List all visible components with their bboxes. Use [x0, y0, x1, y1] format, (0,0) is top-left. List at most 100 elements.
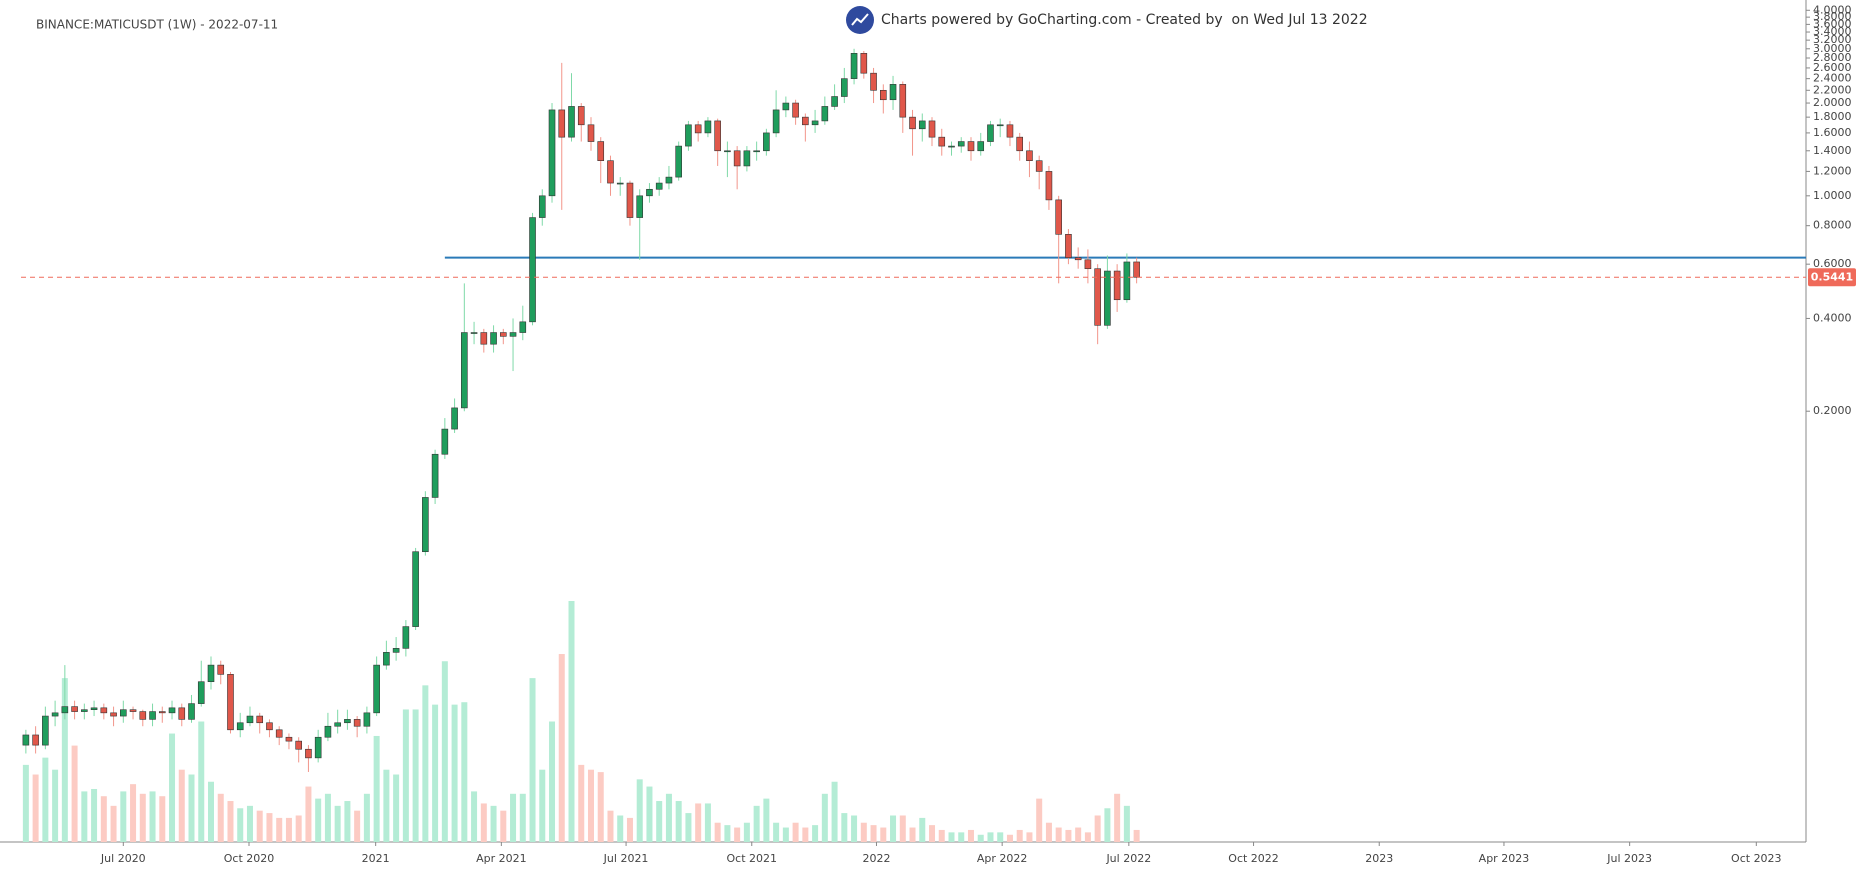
- volume-bar: [558, 654, 565, 842]
- candle-body: [996, 124, 1004, 127]
- volume-bar: [967, 829, 974, 842]
- volume-bar: [91, 788, 98, 842]
- y-tick-label: 0.6000: [1813, 257, 1852, 270]
- volume-bar: [285, 817, 292, 842]
- x-tick-label: 2021: [362, 852, 390, 865]
- volume-bar: [22, 764, 29, 842]
- candle-body: [422, 497, 429, 553]
- candle-body: [217, 664, 225, 675]
- volume-bar: [354, 810, 361, 842]
- volume-bar: [490, 805, 497, 842]
- candle-body: [227, 674, 234, 731]
- candle-body: [1113, 270, 1121, 301]
- y-tick-label: 0.8000: [1813, 219, 1852, 232]
- candle-body: [928, 120, 936, 138]
- candle-body: [1065, 234, 1072, 258]
- volume-bar: [812, 825, 819, 842]
- volume-bar: [890, 815, 897, 842]
- volume-bar: [753, 805, 760, 842]
- volume-bar: [52, 769, 59, 842]
- volume-bar: [266, 813, 273, 842]
- candle-body: [158, 711, 166, 714]
- volume-bar: [773, 822, 780, 842]
- volume-bar: [997, 832, 1004, 842]
- candle-body: [81, 709, 88, 712]
- candle-body: [987, 124, 994, 142]
- candle-body: [782, 102, 790, 111]
- volume-bar: [743, 822, 750, 842]
- candle-body: [1006, 124, 1014, 138]
- last-price-box: [1808, 268, 1856, 287]
- candle-body: [129, 709, 137, 712]
- candle-body: [792, 102, 799, 118]
- volume-bar: [42, 757, 49, 842]
- volume-bar: [500, 810, 507, 842]
- candle-body: [461, 332, 468, 409]
- y-tick-label: 3.2000: [1813, 33, 1852, 46]
- volume-bar: [1036, 798, 1043, 842]
- candle-body: [168, 707, 176, 714]
- volume-bar: [1133, 829, 1140, 842]
- y-tick-label: 1.4000: [1813, 144, 1852, 157]
- last-price-label: 0.5441: [1811, 270, 1853, 283]
- candle-body: [675, 145, 682, 178]
- logo: [846, 6, 874, 34]
- candle-body: [490, 332, 497, 345]
- candle-body: [753, 150, 760, 153]
- volume-bar: [120, 791, 127, 842]
- candle-body: [363, 712, 371, 727]
- volume-bar: [675, 801, 682, 842]
- candle-body: [977, 141, 985, 152]
- candle-body: [724, 150, 731, 153]
- candle-body: [120, 709, 127, 717]
- volume-bar: [587, 769, 594, 842]
- candle-body: [246, 715, 254, 724]
- volume-bar: [831, 781, 838, 842]
- candle-body: [1123, 261, 1131, 301]
- candle-body: [733, 150, 741, 167]
- candle-body: [694, 124, 702, 134]
- volume-bar: [782, 827, 789, 842]
- volume-bar: [130, 784, 137, 842]
- volume-bar: [139, 793, 146, 842]
- volume-bar: [149, 791, 156, 842]
- volume-bar: [1065, 829, 1072, 842]
- volume-bar: [802, 827, 809, 842]
- volume-bar: [305, 786, 312, 842]
- volume-bar: [626, 817, 633, 842]
- volume-bar: [1114, 793, 1121, 842]
- candle-body: [314, 736, 322, 759]
- candle-body: [431, 453, 439, 498]
- candle-body: [1084, 259, 1092, 270]
- candle-body: [256, 715, 264, 724]
- volume-bar: [81, 791, 88, 842]
- candle-body: [821, 106, 829, 122]
- candle-body: [870, 72, 877, 91]
- volume-bar: [471, 791, 478, 842]
- volume-bar: [909, 827, 916, 842]
- candle-body: [324, 725, 332, 738]
- candle-body: [577, 106, 585, 126]
- volume-bar: [237, 808, 244, 842]
- volume-bar: [363, 793, 370, 842]
- y-tick-label: 3.6000: [1813, 17, 1852, 30]
- candle-body: [1133, 261, 1140, 278]
- x-tick-label: Oct 2023: [1731, 852, 1782, 865]
- candle-body: [149, 711, 156, 720]
- candle-body: [655, 182, 663, 190]
- volume-bar: [510, 793, 517, 842]
- volume-bar: [198, 721, 205, 842]
- volume-bar: [919, 817, 926, 842]
- volume-bar: [987, 832, 994, 842]
- volume-bar: [402, 709, 409, 842]
- volume-bar: [1084, 832, 1091, 842]
- candle-body: [100, 707, 108, 714]
- volume-bar: [841, 813, 848, 842]
- candle-body: [188, 703, 195, 720]
- volume-bar: [724, 825, 731, 842]
- candle-body: [353, 719, 361, 727]
- candle-body: [275, 729, 283, 738]
- volume-bar: [207, 781, 214, 842]
